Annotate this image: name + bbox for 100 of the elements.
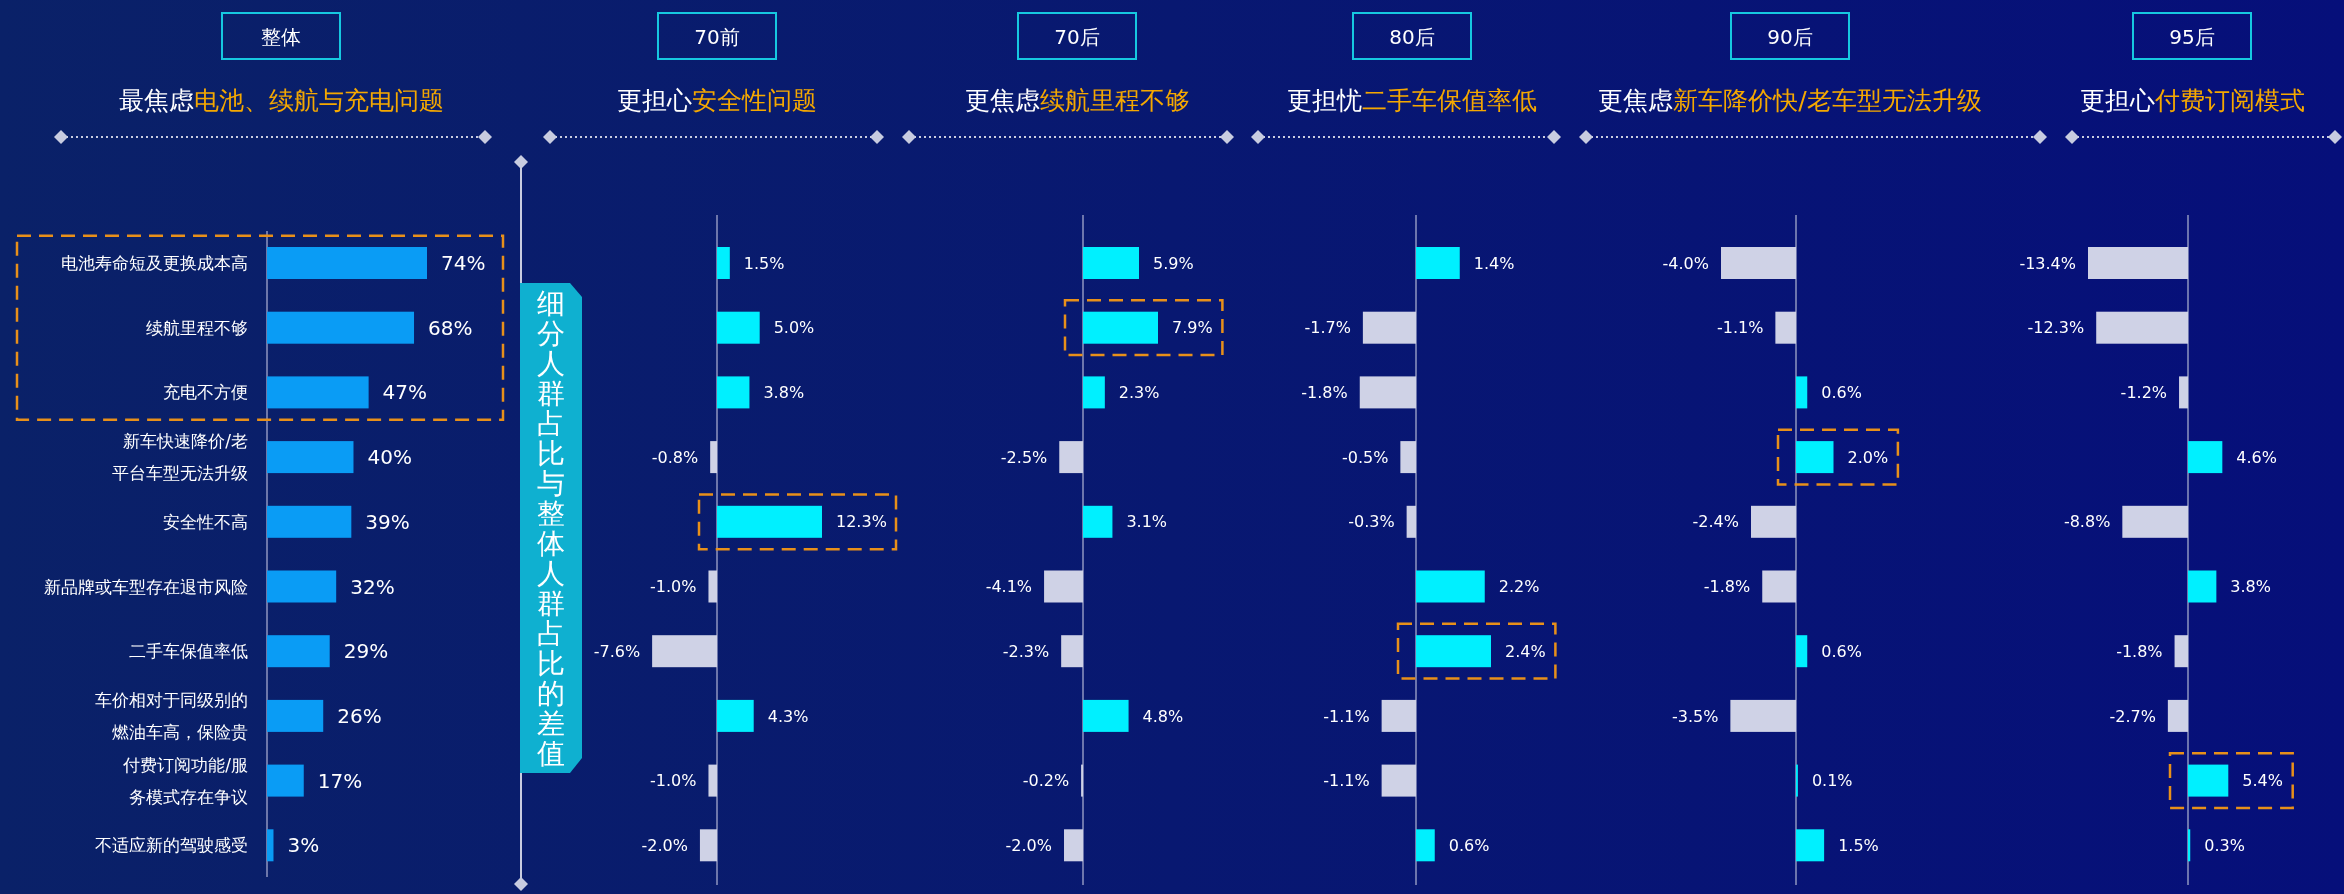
- data-label: 29%: [343, 639, 389, 664]
- data-label: 40%: [367, 445, 412, 470]
- data-label: 3.8%: [763, 383, 805, 402]
- data-label: 3.8%: [2230, 577, 2272, 597]
- bar: [1381, 764, 1416, 797]
- chart-title: 整体: [261, 25, 301, 49]
- bar: [1083, 311, 1158, 344]
- data-label: 1.5%: [1838, 835, 1879, 855]
- data-label: -1.1%: [1323, 771, 1370, 791]
- data-label: -1.0%: [650, 577, 697, 597]
- data-label: 3.1%: [1126, 512, 1168, 532]
- y-tick-label: 新品牌或车型存在退市风险: [44, 576, 248, 597]
- bar: [1359, 376, 1416, 409]
- bar: [717, 699, 754, 732]
- data-label: 2.3%: [1118, 383, 1160, 402]
- data-label: 4.3%: [767, 706, 809, 726]
- data-label: 26%: [337, 703, 382, 728]
- bar: [1751, 505, 1796, 538]
- y-tick-label: 车价相对于同级别的燃油车高，保险贵: [95, 689, 248, 742]
- data-label: -0.8%: [651, 447, 699, 467]
- y-tick-label: 付费订阅功能/服务模式存在争议: [122, 754, 248, 807]
- data-label: 4.6%: [2236, 447, 2277, 467]
- bar: [1381, 699, 1416, 732]
- data-label: -4.0%: [1662, 253, 1709, 273]
- data-label: 3%: [287, 833, 320, 858]
- data-label: -2.3%: [1002, 641, 1050, 661]
- bar: [1762, 570, 1796, 603]
- bar: [1083, 505, 1113, 538]
- data-label: -3.5%: [1671, 706, 1719, 726]
- y-tick-label: 新车快速降价/老平台车型无法升级: [112, 431, 248, 484]
- data-label: -0.3%: [1348, 512, 1395, 532]
- data-label: 32%: [350, 574, 395, 599]
- bar: [1796, 441, 1834, 474]
- chart-subtitle: 更焦虑新车降价快/老车型无法升级: [1598, 86, 1982, 115]
- data-label: 2.0%: [1847, 447, 1889, 467]
- bar: [1796, 376, 1808, 409]
- y-tick-label: 续航里程不够: [146, 317, 248, 338]
- bar: [1059, 441, 1083, 474]
- bar: [267, 441, 354, 474]
- data-label: -2.5%: [1000, 447, 1048, 467]
- data-label: -12.3%: [2027, 318, 2085, 338]
- data-label: -1.7%: [1304, 318, 1351, 338]
- y-tick-label: 安全性不高: [163, 511, 248, 532]
- data-label: -7.6%: [593, 641, 641, 661]
- data-label: 12.3%: [836, 512, 887, 532]
- bar: [267, 570, 337, 603]
- y-tick-label: 不适应新的驾驶感受: [95, 835, 248, 856]
- chart-title: 95后: [2169, 25, 2215, 49]
- bar: [717, 376, 750, 409]
- bar: [2122, 505, 2188, 538]
- chart-title: 90后: [1767, 25, 1813, 49]
- data-label: 5.4%: [2242, 771, 2283, 791]
- bar: [1416, 247, 1460, 279]
- data-label: 1.5%: [743, 253, 785, 273]
- bar: [2096, 311, 2188, 344]
- data-label: 5.9%: [1153, 253, 1194, 273]
- data-label: -2.4%: [1692, 512, 1739, 532]
- chart-subtitle: 更焦虑续航里程不够: [964, 86, 1190, 115]
- bar: [2167, 699, 2188, 732]
- bar: [2174, 635, 2188, 668]
- bar: [2188, 441, 2223, 474]
- data-label: 0.6%: [1448, 835, 1490, 855]
- bar: [1083, 247, 1140, 279]
- chart-title: 70前: [694, 25, 740, 49]
- chart-subtitle: 更担心付费订阅模式: [2079, 86, 2305, 115]
- data-label: 4.8%: [1142, 706, 1184, 726]
- data-label: -8.8%: [2063, 512, 2111, 532]
- data-label: 0.6%: [1821, 383, 1862, 402]
- bar: [1416, 829, 1435, 862]
- bar: [1044, 570, 1083, 603]
- bar: [717, 247, 730, 279]
- data-label: -1.1%: [1716, 318, 1764, 338]
- bar: [652, 635, 717, 668]
- chart-subtitle: 最焦虑电池、续航与充电问题: [118, 86, 444, 115]
- data-label: 47%: [382, 380, 428, 405]
- bar: [1362, 311, 1417, 344]
- data-label: 0.3%: [2204, 835, 2245, 855]
- y-tick-label: 二手车保值率低: [129, 641, 248, 662]
- data-label: 7.9%: [1172, 318, 1213, 338]
- bar: [267, 247, 427, 279]
- bar: [1083, 699, 1129, 732]
- data-label: 39%: [365, 509, 410, 534]
- bar: [1416, 570, 1485, 603]
- bar: [267, 699, 324, 732]
- bar: [267, 635, 330, 668]
- bar: [717, 505, 822, 538]
- data-label: -1.8%: [1703, 577, 1751, 597]
- bar: [1061, 635, 1083, 668]
- bar: [1775, 311, 1797, 344]
- bar: [1721, 247, 1796, 279]
- data-label: 74%: [441, 251, 486, 275]
- data-label: 68%: [428, 315, 473, 340]
- data-label: -1.1%: [1323, 706, 1370, 726]
- chart-subtitle: 更担心安全性问题: [617, 86, 817, 115]
- chart-subtitle: 更担忧二手车保值率低: [1287, 86, 1537, 115]
- bar: [1406, 505, 1416, 538]
- bar: [2179, 376, 2188, 409]
- y-tick-label: 电池寿命短及更换成本高: [61, 253, 248, 273]
- data-label: 0.1%: [1811, 771, 1853, 791]
- bar: [1083, 376, 1105, 409]
